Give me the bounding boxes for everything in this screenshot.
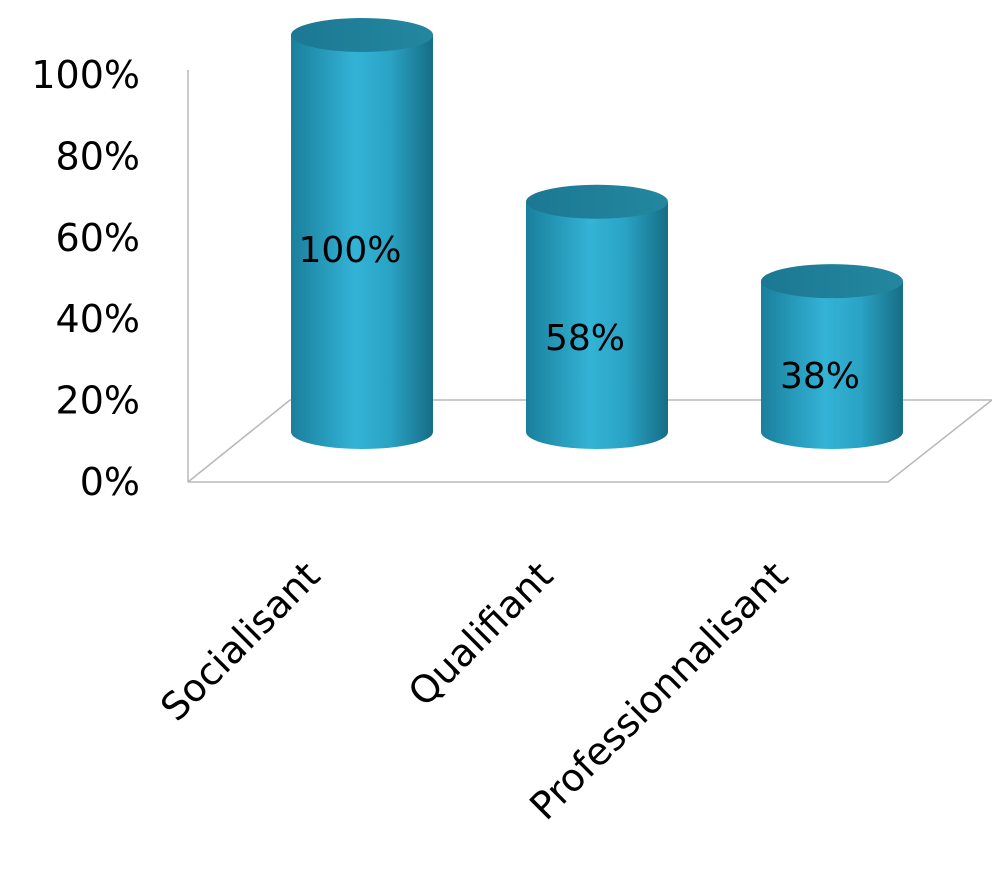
bar-body	[761, 281, 903, 449]
bar-body	[291, 35, 433, 449]
bar-top	[526, 184, 668, 219]
data-label: 58%	[545, 318, 625, 359]
y-tick-label: 60%	[56, 216, 140, 260]
y-tick-label: 0%	[80, 460, 140, 504]
y-tick-label: 80%	[56, 134, 140, 178]
x-tick-label: Qualifiant	[400, 553, 562, 715]
bar-top	[291, 18, 433, 52]
y-tick-label: 40%	[56, 297, 140, 341]
x-tick-label: Professionnalisant	[521, 553, 796, 828]
data-label: 38%	[780, 356, 860, 397]
bars	[291, 18, 903, 449]
floor-right-edge	[887, 399, 992, 483]
x-tick-label: Socialisant	[152, 553, 328, 729]
data-labels: 100% 58% 38%	[299, 230, 860, 397]
bar-socialisant	[291, 18, 433, 449]
bar-top	[761, 264, 903, 299]
floor-left-edge	[187, 399, 291, 483]
y-tick-label: 100%	[31, 53, 140, 97]
y-axis-ticks: 0% 20% 40% 60% 80% 100%	[31, 53, 140, 504]
y-tick-label: 20%	[56, 379, 140, 423]
data-label: 100%	[299, 230, 402, 271]
bar-body	[526, 201, 668, 449]
bar-professionnalisant	[761, 264, 903, 449]
bar-qualifiant	[526, 184, 668, 449]
